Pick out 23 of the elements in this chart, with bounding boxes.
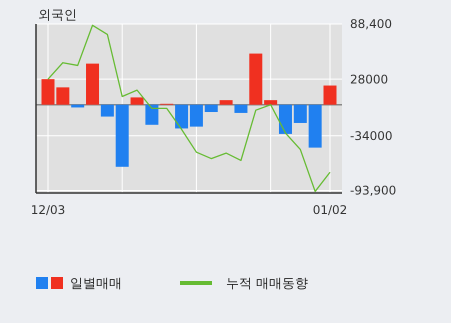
chart-title: 외국인 <box>38 8 77 23</box>
bar <box>86 64 100 105</box>
y-tick-label: 28000 <box>350 72 388 86</box>
bar <box>234 104 248 113</box>
bar <box>56 87 70 105</box>
y-tick-label: -93,900 <box>350 184 396 198</box>
bar <box>204 104 218 112</box>
line-series <box>47 24 331 192</box>
bar <box>278 104 292 134</box>
bar <box>190 104 203 127</box>
bar <box>220 100 233 105</box>
bar <box>130 97 144 105</box>
bar <box>145 104 158 125</box>
y-tick-label: -34000 <box>350 128 393 143</box>
bar <box>323 86 336 105</box>
bar <box>175 104 188 128</box>
legend-label: 누적 매매동향 <box>226 276 308 292</box>
bar <box>71 104 84 108</box>
bar <box>42 79 55 105</box>
y-tick-label: 88,400 <box>350 17 392 32</box>
x-tick-label: 12/03 <box>30 203 66 217</box>
x-tick-label: 01/02 <box>312 203 348 217</box>
legend-label: 일별매매 <box>70 276 122 292</box>
